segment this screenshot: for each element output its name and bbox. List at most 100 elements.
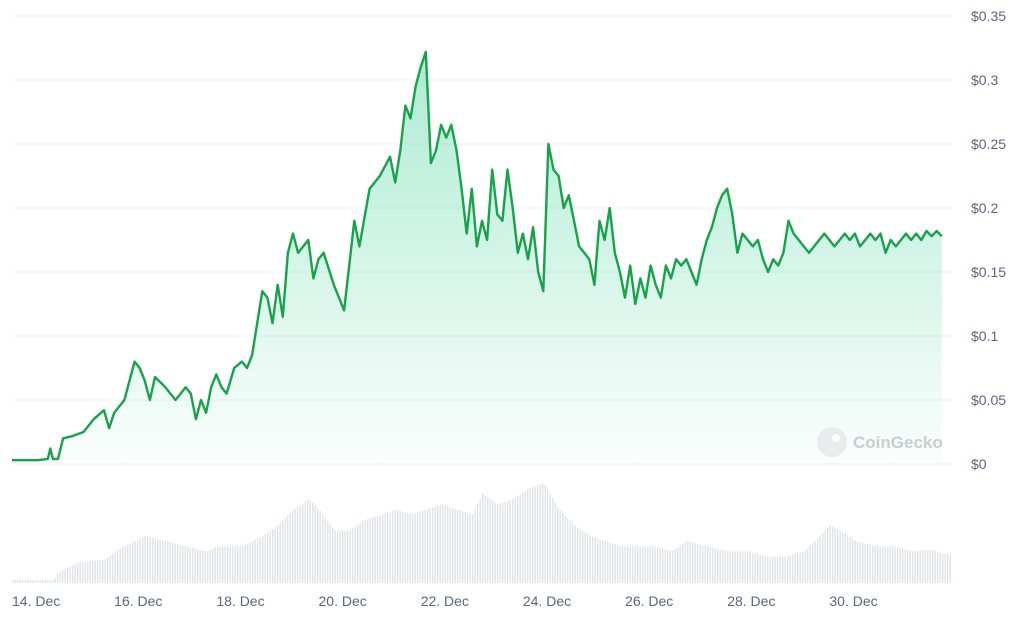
volume-bar <box>354 526 356 583</box>
y-tick-label: $0 <box>971 456 987 472</box>
volume-bar <box>732 551 734 583</box>
volume-bar <box>212 548 214 583</box>
volume-bar <box>882 546 884 583</box>
volume-bar <box>297 506 299 583</box>
volume-bar <box>824 530 826 583</box>
volume-bar <box>192 547 194 583</box>
volume-bar <box>357 525 359 583</box>
volume-bar <box>54 577 56 583</box>
volume-bar <box>659 547 661 583</box>
volume-bar <box>569 520 571 583</box>
volume-bar <box>604 540 606 583</box>
volume-bar <box>592 536 594 583</box>
volume-bar <box>202 550 204 583</box>
volume-bar <box>12 579 14 583</box>
volume-bar <box>287 515 289 583</box>
volume-bar <box>629 546 631 583</box>
volume-bar <box>689 541 691 583</box>
volume-bar <box>832 526 834 583</box>
volume-bar <box>539 484 541 583</box>
volume-bar <box>894 546 896 583</box>
volume-bar <box>154 538 156 583</box>
volume-bar <box>764 555 766 583</box>
volume-bar <box>474 509 476 583</box>
y-tick-label: $0.05 <box>971 392 1006 408</box>
volume-bar <box>162 540 164 583</box>
volume-bar <box>204 551 206 583</box>
volume-bar <box>879 546 881 583</box>
volume-bar <box>939 552 941 583</box>
volume-bar <box>902 548 904 583</box>
volume-bar <box>752 552 754 583</box>
volume-bar <box>22 579 24 583</box>
volume-bar <box>914 551 916 583</box>
volume-bar <box>239 546 241 583</box>
volume-bar <box>627 546 629 583</box>
volume-bar <box>184 545 186 583</box>
volume-bar <box>244 544 246 583</box>
volume-bar <box>867 544 869 583</box>
volume-bar <box>282 520 284 583</box>
volume-bar <box>849 537 851 583</box>
volume-bar <box>317 507 319 583</box>
volume-bar <box>549 493 551 583</box>
volume-bar <box>644 546 646 583</box>
volume-bar <box>247 543 249 583</box>
volume-bar <box>259 537 261 583</box>
volume-bar <box>654 546 656 583</box>
x-tick-label: 30. Dec <box>829 593 877 609</box>
volume-bar <box>817 537 819 583</box>
volume-bar <box>774 556 776 583</box>
volume-bar <box>684 542 686 583</box>
volume-bar <box>272 529 274 583</box>
volume-bar <box>34 579 36 583</box>
volume-bar <box>892 546 894 583</box>
volume-bar <box>807 548 809 583</box>
volume-bar <box>479 498 481 583</box>
volume-bar <box>47 579 49 583</box>
volume-bar <box>637 546 639 583</box>
volume-bar <box>942 553 944 583</box>
x-tick-label: 28. Dec <box>727 593 775 609</box>
volume-bar <box>579 529 581 583</box>
volume-bar <box>344 530 346 583</box>
volume-bar <box>449 507 451 583</box>
volume-bar <box>279 523 281 583</box>
volume-bar <box>597 538 599 583</box>
volume-bar <box>309 500 311 583</box>
volume-bar <box>769 556 771 583</box>
volume-bar <box>872 545 874 583</box>
volume-bar <box>864 543 866 583</box>
volume-bar <box>117 550 119 583</box>
y-tick-label: $0.2 <box>971 200 998 216</box>
volume-bar <box>552 498 554 583</box>
volume-bar <box>542 483 544 583</box>
volume-bar <box>172 542 174 583</box>
volume-bar <box>799 552 801 583</box>
volume-bar <box>557 506 559 583</box>
volume-bar <box>437 505 439 583</box>
volume-bar <box>329 524 331 583</box>
volume-bar <box>274 527 276 583</box>
volume-bar <box>304 501 306 583</box>
volume-bar <box>822 532 824 583</box>
volume-bar <box>109 555 111 583</box>
volume-bar <box>624 546 626 583</box>
volume-bar <box>904 549 906 583</box>
volume-bar <box>829 525 831 583</box>
watermark-text: CoinGecko <box>853 433 943 452</box>
volume-bar <box>674 549 676 583</box>
volume-bar <box>49 579 51 583</box>
volume-bar <box>92 560 94 583</box>
volume-bar <box>589 535 591 583</box>
volume-bar <box>497 504 499 583</box>
volume-bar <box>502 502 504 583</box>
volume-bar <box>609 542 611 583</box>
volume-bar <box>57 573 59 583</box>
volume-bar <box>74 564 76 583</box>
volume-bar <box>412 514 414 583</box>
volume-bar <box>887 546 889 583</box>
volume-bar <box>439 504 441 583</box>
volume-bar <box>397 510 399 583</box>
volume-bar <box>857 541 859 583</box>
